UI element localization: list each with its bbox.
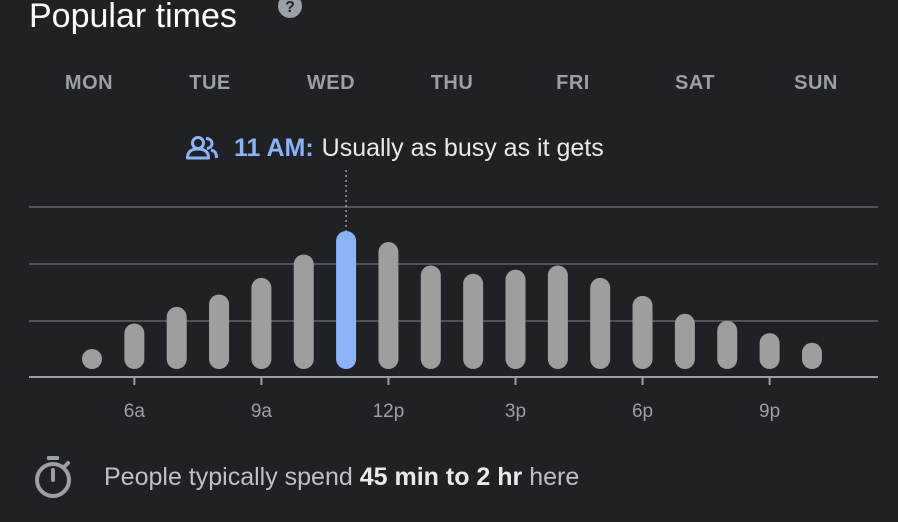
x-tick-label: 9p bbox=[759, 401, 780, 422]
busyness-status: 11 AM: Usually as busy as it gets bbox=[186, 132, 604, 164]
duration-value: 45 min to 2 hr bbox=[359, 462, 523, 491]
tab-sun[interactable]: SUN bbox=[794, 72, 838, 94]
chart-bar bbox=[124, 323, 145, 369]
x-tick-label: 6a bbox=[124, 401, 146, 422]
chart-bar bbox=[378, 242, 399, 369]
duration-suffix: here bbox=[522, 462, 580, 491]
tab-wed[interactable]: WED bbox=[306, 72, 356, 94]
tab-mon[interactable]: MON bbox=[64, 72, 114, 94]
chart-bar bbox=[590, 277, 611, 369]
chart-bar bbox=[717, 320, 738, 369]
duration-prefix: People typically spend bbox=[104, 462, 360, 491]
section-title: Popular times bbox=[29, 0, 237, 35]
day-tabs: MON TUE WED THU FRI SAT SUN bbox=[28, 70, 878, 110]
status-description: Usually as busy as it gets bbox=[321, 133, 604, 162]
chart-bar bbox=[801, 342, 822, 369]
tab-thu[interactable]: THU bbox=[430, 72, 474, 94]
chart-bar bbox=[82, 349, 102, 369]
question-circle-icon[interactable]: ? bbox=[277, 0, 303, 19]
chart-bar bbox=[759, 333, 780, 369]
chart-bar bbox=[505, 269, 526, 369]
x-tick-label: 12p bbox=[373, 401, 405, 422]
chart-bar bbox=[251, 277, 272, 369]
chart-bar bbox=[547, 265, 568, 369]
chart-bar bbox=[209, 294, 230, 369]
chart-bar bbox=[463, 273, 484, 369]
x-tick-label: 6p bbox=[632, 401, 653, 422]
chart-bar bbox=[293, 254, 314, 369]
chart-bar bbox=[420, 265, 441, 369]
chart-bar bbox=[674, 313, 695, 369]
tab-sat[interactable]: SAT bbox=[674, 72, 716, 94]
tab-tue[interactable]: TUE bbox=[189, 72, 231, 94]
x-tick-label: 3p bbox=[505, 401, 526, 422]
chart-bar bbox=[632, 295, 653, 369]
timer-icon bbox=[35, 456, 71, 498]
tab-fri[interactable]: FRI bbox=[556, 72, 590, 94]
status-time: 11 AM: bbox=[234, 133, 314, 162]
svg-text:?: ? bbox=[285, 0, 295, 16]
x-tick-label: 9a bbox=[251, 401, 273, 422]
people-icon bbox=[186, 136, 218, 160]
visit-duration: People typically spend 45 min to 2 hr he… bbox=[32, 452, 579, 502]
chart-bar-highlighted bbox=[336, 231, 357, 369]
chart-bar bbox=[166, 306, 187, 369]
